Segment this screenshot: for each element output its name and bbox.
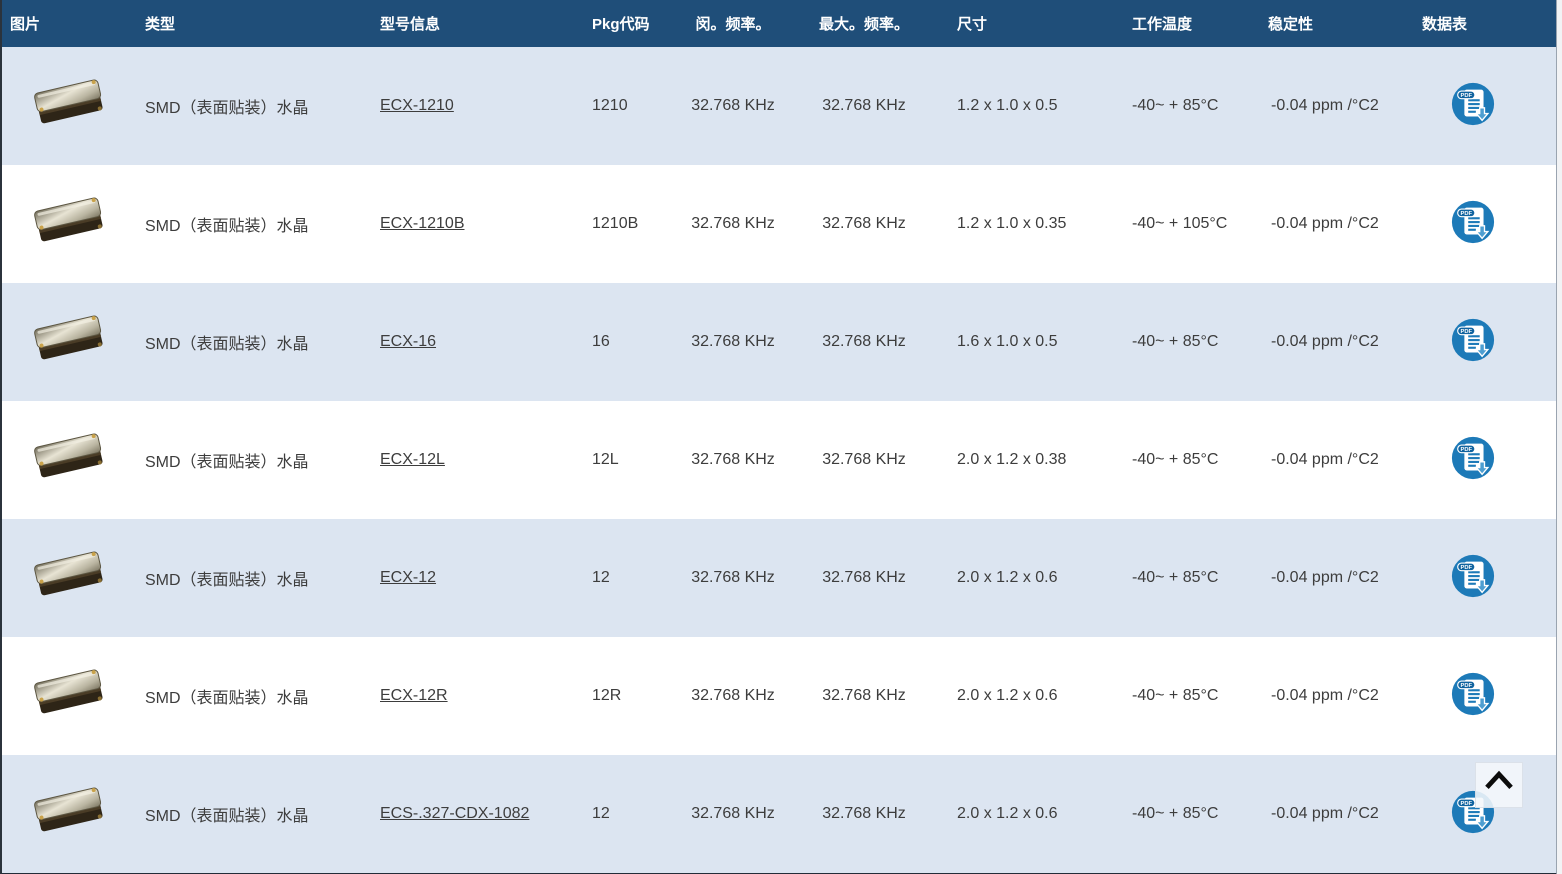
scroll-to-top-button[interactable] [1475, 762, 1523, 808]
model-link[interactable]: ECX-12R [380, 687, 448, 704]
dimensions: 2.0 x 1.2 x 0.6 [934, 637, 1124, 755]
col-header-max-freq: 最大。频率。 [794, 0, 934, 47]
page-right-gutter [1557, 0, 1562, 874]
smd-crystal-photo [31, 311, 109, 369]
stability: -0.04 ppm /°C2 [1259, 283, 1409, 401]
product-type: SMD（表面贴装）水晶 [137, 283, 372, 401]
col-header-datasheet: 数据表 [1409, 0, 1556, 47]
stability: -0.04 ppm /°C2 [1259, 165, 1409, 283]
product-type: SMD（表面贴装）水晶 [137, 165, 372, 283]
stability: -0.04 ppm /°C2 [1259, 755, 1409, 873]
pdf-download-icon[interactable] [1450, 199, 1496, 245]
dimensions: 1.2 x 1.0 x 0.5 [934, 47, 1124, 165]
max-frequency: 32.768 KHz [794, 283, 934, 401]
table-row: SMD（表面贴装）水晶 ECX-1210 1210 32.768 KHz 32.… [2, 47, 1556, 165]
col-header-temp: 工作温度 [1124, 0, 1259, 47]
product-type: SMD（表面贴装）水晶 [137, 637, 372, 755]
col-header-stability: 稳定性 [1259, 0, 1409, 47]
dimensions: 1.6 x 1.0 x 0.5 [934, 283, 1124, 401]
col-header-type: 类型 [137, 0, 372, 47]
table-row: SMD（表面贴装）水晶 ECX-12 12 32.768 KHz 32.768 … [2, 519, 1556, 637]
dimensions: 1.2 x 1.0 x 0.35 [934, 165, 1124, 283]
pdf-download-icon[interactable] [1450, 435, 1496, 481]
stability: -0.04 ppm /°C2 [1259, 47, 1409, 165]
table-row: SMD（表面贴装）水晶 ECS-.327-CDX-1082 12 32.768 … [2, 755, 1556, 873]
min-frequency: 32.768 KHz [672, 637, 794, 755]
pdf-download-icon[interactable] [1450, 671, 1496, 717]
dimensions: 2.0 x 1.2 x 0.38 [934, 401, 1124, 519]
stability: -0.04 ppm /°C2 [1259, 519, 1409, 637]
dimensions: 2.0 x 1.2 x 0.6 [934, 519, 1124, 637]
model-link[interactable]: ECS-.327-CDX-1082 [380, 805, 530, 822]
pkg-code: 12R [584, 637, 672, 755]
operating-temp: -40~ + 85°C [1124, 755, 1259, 873]
smd-crystal-photo [31, 783, 109, 841]
table-header: 图片 类型 型号信息 Pkg代码 闵。频率。 最大。频率。 尺寸 工作温度 稳定… [2, 0, 1556, 47]
col-header-pkg: Pkg代码 [584, 0, 672, 47]
max-frequency: 32.768 KHz [794, 637, 934, 755]
model-link[interactable]: ECX-12 [380, 569, 437, 586]
table-row: SMD（表面贴装）水晶 ECX-1210B 1210B 32.768 KHz 3… [2, 165, 1556, 283]
smd-crystal-photo [31, 547, 109, 605]
max-frequency: 32.768 KHz [794, 755, 934, 873]
max-frequency: 32.768 KHz [794, 47, 934, 165]
pkg-code: 16 [584, 283, 672, 401]
max-frequency: 32.768 KHz [794, 401, 934, 519]
pkg-code: 12L [584, 401, 672, 519]
stability: -0.04 ppm /°C2 [1259, 637, 1409, 755]
col-header-image: 图片 [2, 0, 137, 47]
operating-temp: -40~ + 85°C [1124, 283, 1259, 401]
min-frequency: 32.768 KHz [672, 755, 794, 873]
min-frequency: 32.768 KHz [672, 283, 794, 401]
col-header-min-freq: 闵。频率。 [672, 0, 794, 47]
pkg-code: 1210B [584, 165, 672, 283]
operating-temp: -40~ + 85°C [1124, 47, 1259, 165]
pkg-code: 12 [584, 755, 672, 873]
operating-temp: -40~ + 85°C [1124, 519, 1259, 637]
col-header-model: 型号信息 [372, 0, 584, 47]
dimensions: 2.0 x 1.2 x 0.6 [934, 755, 1124, 873]
operating-temp: -40~ + 105°C [1124, 165, 1259, 283]
product-type: SMD（表面贴装）水晶 [137, 519, 372, 637]
min-frequency: 32.768 KHz [672, 47, 794, 165]
table-row: SMD（表面贴装）水晶 ECX-16 16 32.768 KHz 32.768 … [2, 283, 1556, 401]
model-link[interactable]: ECX-1210 [380, 97, 454, 114]
model-link[interactable]: ECX-1210B [380, 215, 465, 232]
pkg-code: 12 [584, 519, 672, 637]
pkg-code: 1210 [584, 47, 672, 165]
operating-temp: -40~ + 85°C [1124, 637, 1259, 755]
model-link[interactable]: ECX-16 [380, 333, 437, 350]
operating-temp: -40~ + 85°C [1124, 401, 1259, 519]
smd-crystal-photo [31, 75, 109, 133]
min-frequency: 32.768 KHz [672, 519, 794, 637]
max-frequency: 32.768 KHz [794, 165, 934, 283]
chevron-up-icon [1475, 763, 1523, 803]
table-row: SMD（表面贴装）水晶 ECX-12R 12R 32.768 KHz 32.76… [2, 637, 1556, 755]
stability: -0.04 ppm /°C2 [1259, 401, 1409, 519]
min-frequency: 32.768 KHz [672, 165, 794, 283]
product-type: SMD（表面贴装）水晶 [137, 47, 372, 165]
product-type: SMD（表面贴装）水晶 [137, 401, 372, 519]
model-link[interactable]: ECX-12L [380, 451, 445, 468]
smd-crystal-photo [31, 193, 109, 251]
table-row: SMD（表面贴装）水晶 ECX-12L 12L 32.768 KHz 32.76… [2, 401, 1556, 519]
pdf-download-icon[interactable] [1450, 317, 1496, 363]
pdf-download-icon[interactable] [1450, 81, 1496, 127]
col-header-size: 尺寸 [934, 0, 1124, 47]
smd-crystal-photo [31, 665, 109, 723]
product-type: SMD（表面贴装）水晶 [137, 755, 372, 873]
min-frequency: 32.768 KHz [672, 401, 794, 519]
pdf-download-icon[interactable] [1450, 553, 1496, 599]
smd-crystal-photo [31, 429, 109, 487]
max-frequency: 32.768 KHz [794, 519, 934, 637]
